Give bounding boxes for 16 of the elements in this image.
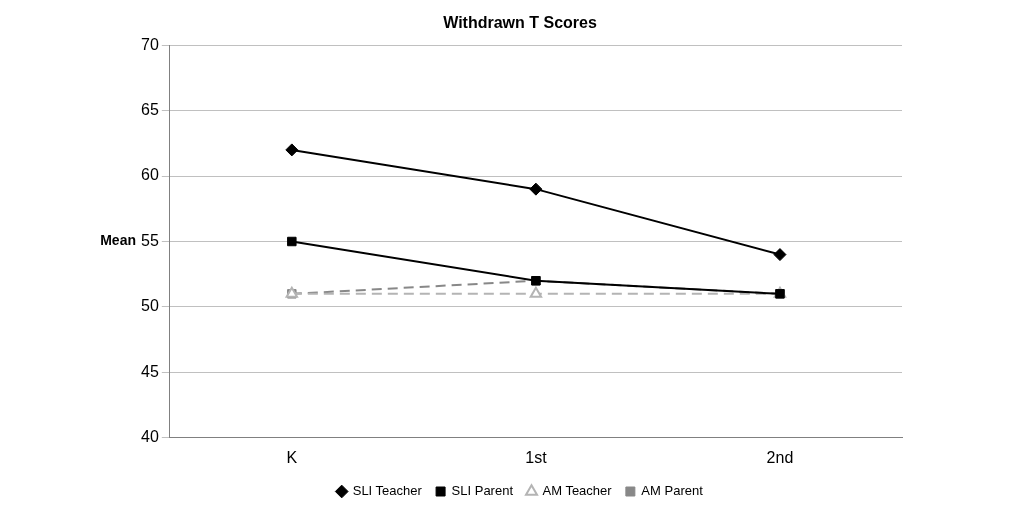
legend-label: SLI Teacher [352,483,423,499]
x-tick-label: K [286,448,298,466]
y-tick-label: 50 [141,297,159,315]
y-tick-label: 40 [141,428,159,446]
y-tick-label: 55 [141,231,159,249]
y-tick-label: 70 [141,35,159,53]
y-tick-label: 60 [141,166,159,184]
y-tick-label: 45 [141,362,159,380]
legend-label: SLI Parent [451,483,514,499]
x-tick-label: 2nd [766,448,794,466]
y-tick-label: 65 [141,101,159,119]
legend-label: AM Teacher [542,483,613,499]
x-tick-label: 1st [525,448,548,466]
chart-title: Withdrawn T Scores [443,14,597,32]
y-axis-title: Mean [100,232,136,249]
legend-label: AM Parent [641,483,704,499]
